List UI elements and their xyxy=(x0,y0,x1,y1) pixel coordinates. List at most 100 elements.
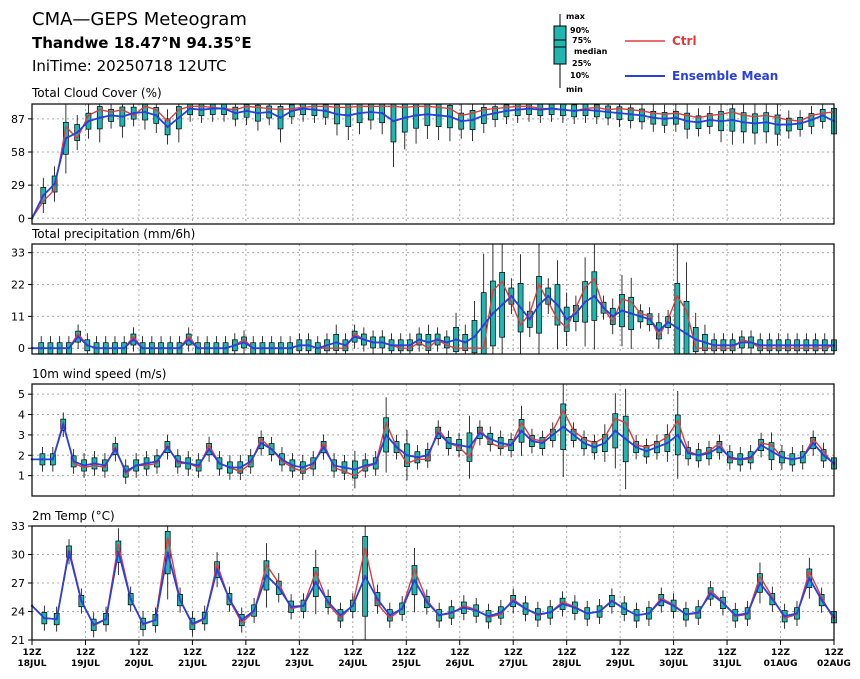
x-tick-hour: 12Z xyxy=(450,648,470,658)
panel-frame xyxy=(31,243,835,355)
ensemble-mean-point xyxy=(821,114,824,117)
ensemble-mean-point xyxy=(390,344,393,347)
ensemble-mean-point xyxy=(473,335,476,338)
ensemble-mean-line xyxy=(31,107,835,219)
ensemble-mean-point xyxy=(676,326,679,330)
ensemble-mean-point xyxy=(188,107,192,110)
ensemble-mean-point xyxy=(718,445,721,449)
panel-2: 10m wind speed (m/s) 1 2 3 4 5 xyxy=(18,367,837,497)
ensemble-mean-point xyxy=(556,303,559,306)
ensemble-mean-point xyxy=(224,347,227,350)
x-tick-date: 25JUL xyxy=(392,659,421,669)
x-tick-hour: 12Z xyxy=(504,648,524,658)
ensemble-mean-point xyxy=(245,109,248,113)
ensemble-mean-point xyxy=(363,575,367,578)
ensemble-mean-point xyxy=(408,344,412,347)
ensemble-mean-point xyxy=(770,450,773,453)
ensemble-mean-point xyxy=(474,609,478,612)
ensemble-mean-point xyxy=(399,344,402,347)
ensemble-mean-point xyxy=(134,464,138,467)
ensemble-mean-point xyxy=(314,580,317,584)
ensemble-mean-point xyxy=(731,118,734,122)
ensemble-mean-point xyxy=(166,125,169,129)
ensemble-mean-point xyxy=(197,464,200,467)
y-tick-label: 2 xyxy=(18,449,25,462)
x-tick-hour: 12Z xyxy=(129,648,149,658)
ensemble-mean-point xyxy=(610,599,614,603)
ensemble-mean-point xyxy=(388,614,392,617)
ensemble-mean-point xyxy=(290,109,294,113)
y-tick-label: 24 xyxy=(11,606,25,619)
ensemble-mean-point xyxy=(530,439,534,443)
ensemble-mean-point xyxy=(178,347,181,350)
x-tick-hour: 12Z xyxy=(824,648,844,658)
x-axis: 12Z18JUL12Z19JUL12Z20JUL12Z21JUL12Z22JUL… xyxy=(18,640,851,669)
ensemble-mean-point xyxy=(62,423,65,426)
ensemble-mean-point xyxy=(104,617,108,621)
ensemble-mean-point xyxy=(351,604,354,607)
ensemble-mean-point xyxy=(129,597,132,601)
x-tick-date: 19JUL xyxy=(71,659,100,669)
ensemble-mean-point xyxy=(322,445,325,449)
ensemble-mean-point xyxy=(602,306,605,309)
x-tick-hour: 12Z xyxy=(557,648,577,658)
ensemble-mean-point xyxy=(787,123,791,126)
ensemble-mean-point xyxy=(49,347,52,350)
ensemble-mean-point xyxy=(749,341,753,344)
ensemble-mean-point xyxy=(242,341,246,344)
ensemble-mean-point xyxy=(121,115,124,118)
ensemble-mean-point xyxy=(335,341,338,344)
ensemble-mean-point xyxy=(795,344,799,347)
ensemble-mean-point xyxy=(795,612,799,615)
y-tick-label: 29 xyxy=(11,179,25,192)
ensemble-mean-point xyxy=(618,111,621,115)
ensemble-mean-line xyxy=(32,421,835,473)
ensemble-mean-point xyxy=(302,604,305,607)
ensemble-mean-point xyxy=(196,347,200,350)
ensemble-mean-point xyxy=(666,441,669,445)
ensemble-mean-point xyxy=(324,109,327,113)
ensemble-mean-point xyxy=(593,445,596,449)
ensemble-mean-point xyxy=(55,617,58,621)
panel-3: 2m Temp (°C) 21 24 27 30 33 xyxy=(11,509,837,647)
ensemble-mean-point xyxy=(574,312,578,315)
ensemble-mean-point xyxy=(820,598,823,602)
x-tick-hour: 12Z xyxy=(664,648,684,658)
ensemble-mean-point xyxy=(572,433,575,437)
ensemble-mean-point xyxy=(155,114,158,117)
ensemble-mean-point xyxy=(676,433,679,437)
ensemble-mean-point xyxy=(685,332,688,335)
ensemble-mean-point xyxy=(620,309,624,312)
ensemble-mean-point xyxy=(759,344,762,347)
line-legend: Ctrl Ensemble Mean xyxy=(625,34,778,83)
ensemble-mean-point xyxy=(279,347,283,350)
ensemble-mean-point xyxy=(376,597,379,601)
ensemble-mean-point xyxy=(572,109,576,113)
ensemble-mean-point xyxy=(639,315,642,318)
legend-p90-label: 90% xyxy=(570,26,589,35)
ensemble-mean-point xyxy=(67,550,71,553)
ensemble-mean-point xyxy=(395,445,398,449)
box-iqr xyxy=(390,103,397,143)
ensemble-mean-point xyxy=(454,338,458,341)
ensemble-mean-point xyxy=(93,462,96,465)
meteogram-title: CMA—GEPS Meteogram xyxy=(32,9,247,30)
ensemble-mean-point xyxy=(301,107,305,110)
ensemble-mean-point xyxy=(344,344,347,347)
ensemble-mean-point xyxy=(380,111,384,115)
ensemble-mean-point xyxy=(624,437,627,441)
ensemble-mean-point xyxy=(437,431,440,435)
y-tick-label: 27 xyxy=(11,577,25,590)
ensemble-mean-point xyxy=(450,611,453,614)
ensemble-mean-point xyxy=(178,598,182,602)
y-tick-label: 21 xyxy=(11,634,25,647)
ensemble-mean-point xyxy=(758,581,762,585)
ensemble-mean-point xyxy=(362,338,366,341)
ensemble-mean-point xyxy=(177,116,181,119)
ensemble-mean-point xyxy=(353,335,356,338)
ensemble-mean-point xyxy=(798,122,802,125)
y-tick-label: 4 xyxy=(18,409,25,422)
ensemble-mean-point xyxy=(771,597,774,601)
ensemble-mean-point xyxy=(491,312,495,315)
ensemble-mean-point xyxy=(697,121,700,124)
